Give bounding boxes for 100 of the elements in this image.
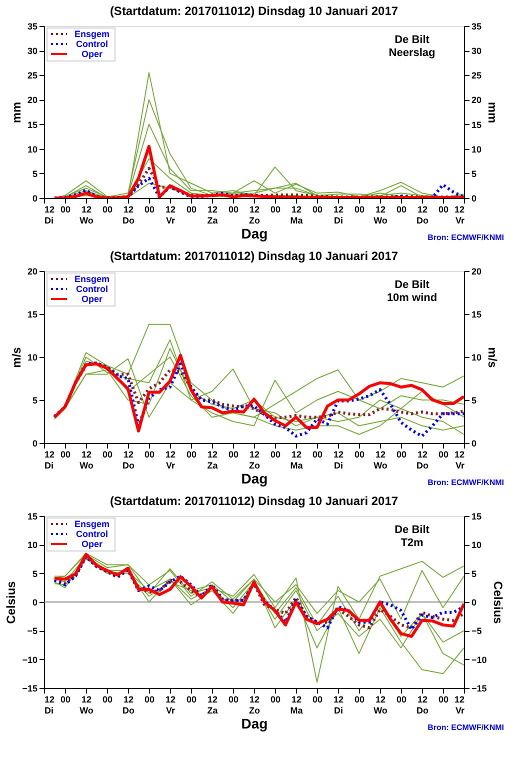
y-tick-label: 15 [27,310,38,320]
chart-title: (Startdatum: 2017011012) Dinsdag 10 Januari 2017 [110,4,398,18]
y-tick-label: −15 [22,684,38,694]
text: Bron: ECMWF/KNMI [428,478,504,487]
x-tick-label: 12 Zo [249,204,260,226]
x-tick-label: 12 Wo [80,204,94,226]
y2-tick-label: 0 [472,194,477,204]
x-tick-label: 00 [144,694,155,704]
x-tick-label: 12 Zo [249,450,260,470]
x-tick-label: 12 Wo [374,450,388,470]
text: Bron: ECMWF/KNMI [428,723,504,732]
annotation: De Bilt 10m wind [386,279,438,304]
y2-tick-label: 15 [472,512,482,522]
x-tick-label: 12 Za [207,694,219,716]
y2-tick-label: −10 [472,654,487,665]
x-tick-label: 12 Di [333,204,344,226]
x-tick-label: 00 [186,694,197,704]
x-tick-label: 12 Vr [165,694,176,716]
x-tick-label: 00 [228,694,239,704]
x-tick-label: 00 [186,450,197,460]
y-tick-label: 25 [27,70,38,81]
x-axis-title: Dag [241,716,268,732]
x-tick-label: 00 [270,694,281,704]
y2-tick-label: −5 [472,626,482,636]
x-tick-label: 12 Ma [290,450,304,470]
y2-axis-title: mm [486,102,500,124]
x-tick-label: 12 Vr [165,450,176,470]
text: Bron: ECMWF/KNMI [428,233,504,242]
x-tick-label: 12 Vr [454,694,465,716]
y-axis-title: mm [9,102,24,124]
x-tick-label: 00 [438,694,449,704]
y-tick-label: 10 [27,352,38,362]
x-axis-title: Dag [241,226,268,242]
x-tick-label: 12 Di [333,694,344,716]
chart-title: (Startdatum: 2017011012) Dinsdag 10 Januari 2017 [110,494,398,508]
y2-tick-label: 5 [472,396,477,406]
x-tick-label: 12 Vr [454,204,465,226]
y2-tick-label: 10 [472,144,482,154]
x-tick-label: 00 [354,694,365,704]
x-tick-label: 00 [102,694,113,704]
x-tick-label: 00 [186,204,197,214]
x-tick-label: 12 Wo [374,694,388,716]
y2-tick-label: 30 [472,46,482,56]
x-tick-label: 12 Wo [374,204,388,226]
y-tick-label: 10 [27,144,38,154]
x-tick-label: 12 Za [207,204,219,226]
y-tick-label: 15 [27,512,38,522]
x-tick-label: 00 [60,450,71,460]
y2-tick-label: 0 [472,598,477,608]
y-axis-title: Celsius [4,580,18,624]
x-tick-label: 12 Do [416,450,429,470]
x-tick-label: 00 [312,694,323,704]
x-tick-label: 12 Ma [290,204,304,226]
y2-tick-label: 20 [472,266,482,276]
y-tick-label: 35 [27,22,38,32]
x-tick-label: 00 [354,450,365,460]
y2-tick-label: 5 [472,568,477,579]
legend-label: Ensgem [74,29,110,39]
annotation: De Bilt Neerslag [388,34,436,59]
x-tick-label: 00 [396,450,407,460]
x-tick-label: 00 [102,450,113,460]
x-tick-label: 00 [102,204,113,214]
y2-axis-title: Celsius [490,581,505,624]
y2-tick-label: 10 [472,352,482,362]
x-tick-label: 12 Za [207,450,219,470]
annotation: De Bilt T2m [394,524,430,549]
chart-title: (Startdatum: 2017011012) Dinsdag 10 Januari 2017 [110,249,398,263]
y-tick-label: 0 [32,194,38,204]
y2-tick-label: 15 [472,310,482,320]
legend-label: Control [76,529,108,539]
y2-tick-label: 25 [472,70,482,81]
y2-tick-label: 20 [472,95,482,106]
y2-axis-title: m/s [486,347,500,368]
legend-label: Ensgem [74,519,110,529]
y-tick-label: 15 [27,120,38,130]
legend-label: Oper [81,294,103,304]
x-tick-label: 12 Do [122,204,135,226]
y2-tick-label: −15 [472,684,487,694]
x-axis-title: Dag [241,470,268,486]
x-tick-label: 00 [438,450,449,460]
x-tick-label: 00 [312,204,323,214]
y-tick-label: 0 [32,598,38,608]
x-tick-label: 00 [144,450,155,460]
y-tick-label: −5 [27,626,38,636]
legend-label: Oper [81,49,103,59]
x-tick-label: 00 [228,204,239,214]
x-tick-label: 12 Di [333,450,344,470]
x-tick-label: 12 Di [44,204,55,226]
x-tick-label: 00 [60,204,71,214]
x-tick-label: 00 [60,694,71,704]
x-tick-label: 12 Do [416,694,429,716]
x-tick-label: 12 Vr [454,450,465,470]
x-tick-label: 00 [396,204,407,214]
legend-label: Control [76,284,108,294]
y-tick-label: 20 [27,266,38,276]
x-tick-label: 12 Vr [165,204,176,226]
y-tick-label: 30 [27,46,38,56]
y-tick-label: −10 [22,654,38,665]
x-tick-label: 00 [228,450,239,460]
x-tick-label: 00 [270,204,281,214]
